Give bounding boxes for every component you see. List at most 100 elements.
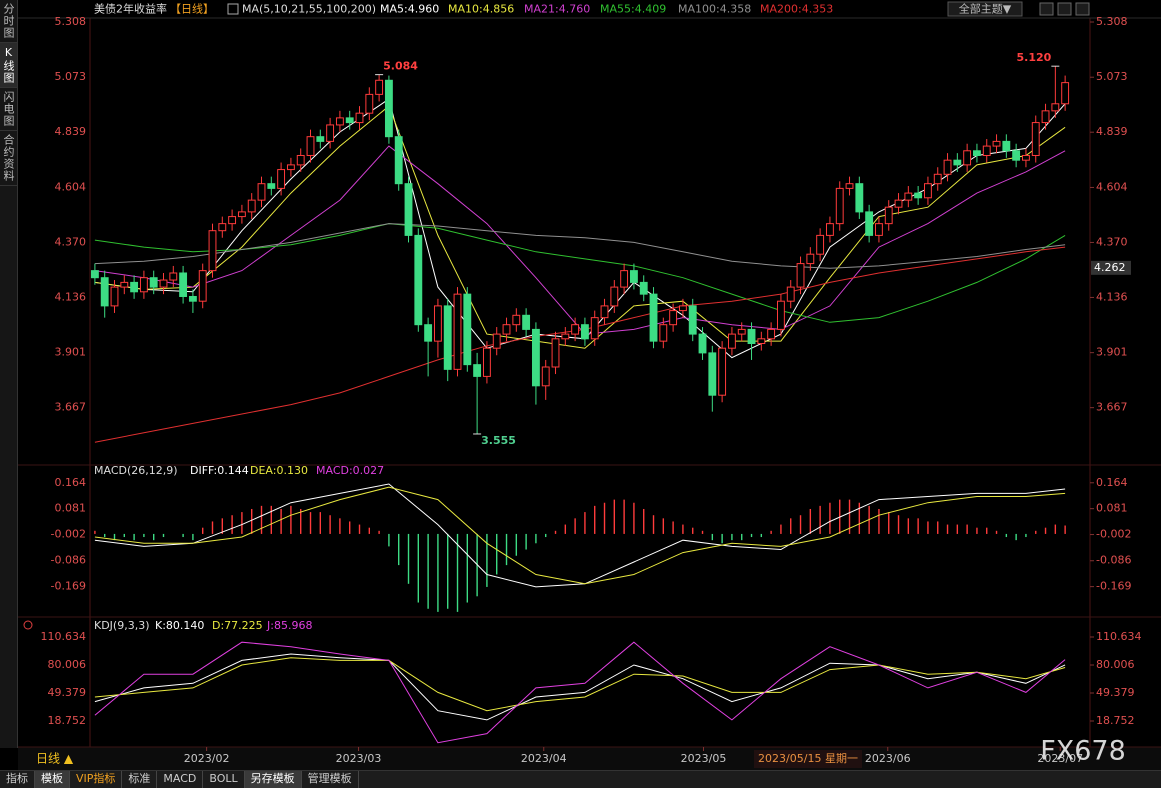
bottom-tab[interactable]: 标准 [122, 771, 158, 788]
y-tick-label: -0.002 [51, 528, 86, 541]
candle-body [482, 347, 491, 377]
candle-body [531, 328, 540, 387]
candle-body [139, 277, 148, 293]
candle-body [188, 295, 197, 302]
candle-body [100, 277, 109, 307]
indicator-line [94, 486, 1066, 585]
candle-body [384, 79, 393, 138]
candle-body [865, 211, 874, 236]
cursor-price-box [1091, 260, 1131, 275]
candle-body [992, 140, 1001, 147]
candle-body [943, 159, 952, 175]
candle-body [326, 124, 335, 142]
y-tick-label: 4.604 [55, 180, 87, 193]
window-button[interactable] [1039, 2, 1054, 16]
candle-body [580, 324, 589, 340]
theme-button-label[interactable]: 全部主题▼ [959, 2, 1012, 16]
indicator-line [94, 223, 1066, 323]
y-tick-label: 3.667 [55, 401, 87, 414]
legend-entry: MA10:4.856 [448, 3, 514, 16]
bottom-tab[interactable]: BOLL [203, 771, 245, 788]
candle-body [924, 183, 932, 199]
candle-body [757, 338, 766, 344]
x-tick-label: 2023/02 [184, 752, 230, 765]
candle-body [649, 293, 658, 342]
candle-body [610, 286, 619, 307]
candle-body [541, 366, 550, 387]
indicator-line [94, 657, 1066, 712]
sidebar-tab[interactable]: 闪电图 [0, 88, 17, 131]
candle-body [776, 300, 785, 330]
candle-body [512, 314, 521, 326]
window-button[interactable] [1075, 2, 1090, 16]
indicator-line [94, 223, 1066, 269]
y-tick-label: -0.086 [1096, 554, 1131, 567]
candle-body [845, 183, 854, 189]
y-tick-label: -0.169 [1096, 580, 1131, 593]
candle-body [933, 173, 942, 185]
bottom-tab[interactable]: 模板 [35, 771, 70, 788]
x-tick-label: 2023/06 [865, 752, 911, 765]
y-tick-label: 110.634 [1096, 630, 1142, 643]
timeframe-button[interactable]: 日线 ▲ [36, 752, 74, 766]
candle-body [522, 314, 531, 330]
candle-body [982, 145, 991, 156]
candle-body [286, 164, 295, 171]
kdj-icon[interactable] [23, 620, 33, 630]
candle-body [669, 310, 678, 326]
bottom-tab[interactable]: 管理模板 [302, 771, 359, 788]
indicator-line [94, 641, 1066, 744]
candle-body [120, 281, 129, 288]
y-tick-label: 18.752 [48, 714, 87, 727]
candle-body [296, 154, 305, 166]
candle-body [718, 347, 727, 396]
candle-body [914, 192, 923, 199]
y-tick-label: 4.136 [1096, 290, 1128, 303]
y-tick-label: -0.002 [1096, 528, 1131, 541]
y-tick-label: 4.370 [55, 235, 87, 248]
candle-body [571, 324, 580, 335]
candle-body [767, 328, 776, 340]
sidebar-tab[interactable]: 分时图 [0, 0, 17, 43]
candle-body [1022, 154, 1030, 161]
bottom-tab[interactable]: 另存模板 [244, 771, 302, 788]
candle-body [90, 270, 99, 279]
candle-body [443, 305, 452, 370]
y-tick-label: 49.379 [1096, 686, 1135, 699]
sidebar-tab[interactable]: 合约资料 [0, 131, 17, 186]
candle-body [904, 192, 913, 201]
indicator-name: MA(5,10,21,55,100,200) [242, 3, 376, 16]
theme-button[interactable] [947, 1, 1023, 17]
y-tick-label: 5.308 [55, 15, 87, 28]
candle-body [875, 223, 883, 236]
candle-body [335, 117, 344, 126]
candle-body [316, 136, 325, 142]
candle-body [688, 305, 697, 335]
candle-body [590, 317, 599, 340]
legend-entry: MA21:4.760 [524, 3, 590, 16]
candle-body [835, 187, 844, 225]
candle-body [179, 272, 188, 297]
candle-body [639, 281, 648, 295]
candle-body [208, 230, 217, 272]
candle-body [678, 305, 687, 312]
candle-body [502, 324, 511, 335]
candle-body [130, 281, 139, 293]
y-tick-label: 49.379 [48, 686, 87, 699]
indicator-icon[interactable] [227, 3, 239, 15]
candle-body [365, 93, 374, 114]
y-tick-label: 18.752 [1096, 714, 1135, 727]
legend-entry: MA55:4.409 [600, 3, 666, 16]
legend-entry: MA100:4.358 [678, 3, 751, 16]
candle-body [277, 169, 286, 189]
y-tick-label: -0.169 [51, 580, 86, 593]
y-tick-label: -0.086 [51, 554, 86, 567]
bottom-tab[interactable]: MACD [157, 771, 204, 788]
bottom-tab[interactable]: 指标 [0, 771, 35, 788]
legend-entry: MACD:0.027 [316, 464, 384, 477]
y-tick-label: 5.308 [1096, 15, 1128, 28]
sidebar-tab[interactable]: K线图 [0, 43, 17, 88]
candle-body [345, 117, 354, 124]
bottom-tab[interactable]: VIP指标 [70, 771, 123, 788]
window-button[interactable] [1057, 2, 1072, 16]
